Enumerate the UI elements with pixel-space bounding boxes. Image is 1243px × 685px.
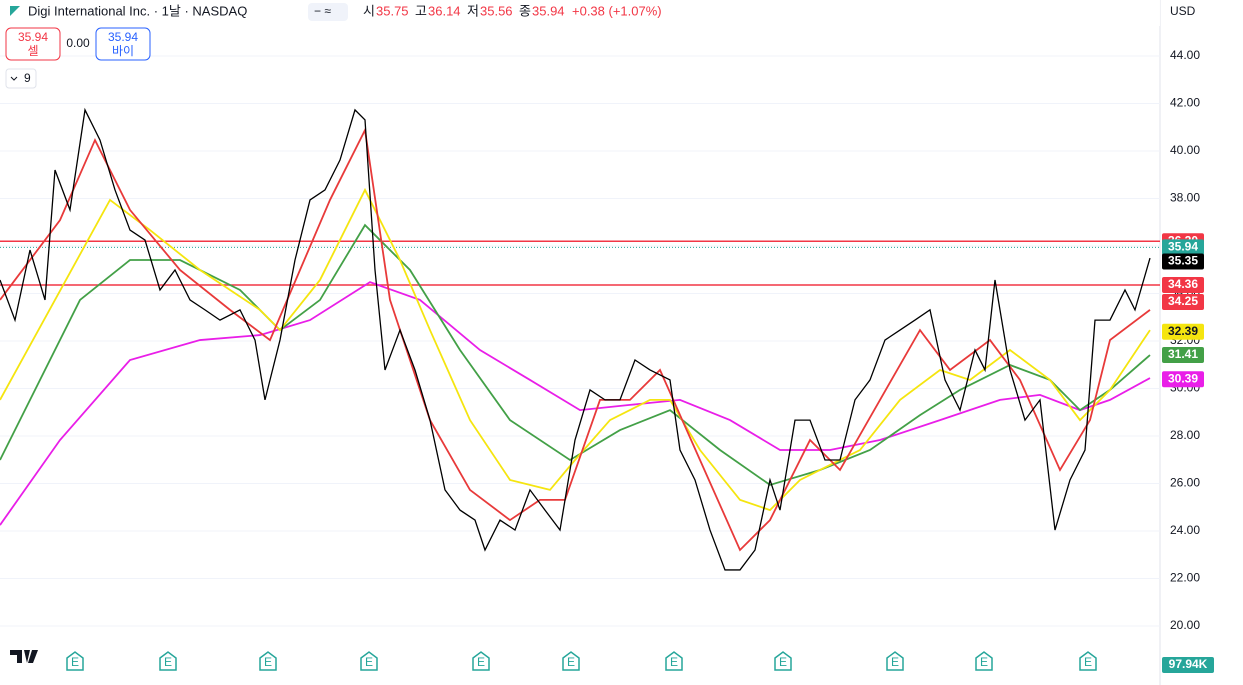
change: +0.38 (+1.07%) (572, 3, 662, 18)
earnings-label: E (164, 655, 172, 669)
price-label: 31.41 (1168, 347, 1198, 361)
open-label: 시 (363, 3, 375, 18)
earnings-marker (562, 651, 580, 671)
earnings-marker (975, 651, 993, 671)
earnings-label: E (980, 655, 988, 669)
series-line (0, 107, 1151, 571)
price-label-bg (1162, 293, 1204, 310)
price-label: 34.36 (1168, 277, 1198, 291)
earnings-marker (259, 651, 277, 671)
earnings-marker (66, 651, 84, 671)
currency: USD (1170, 4, 1196, 18)
earnings-marker (665, 651, 683, 671)
low-label: 저 (467, 3, 479, 18)
price-label: 35.35 (1168, 254, 1198, 268)
close: 35.94 (532, 3, 565, 18)
y-tick-label: 38.00 (1170, 191, 1200, 205)
y-tick-label: 22.00 (1170, 571, 1200, 585)
earnings-marker (774, 651, 792, 671)
price-label: 32.39 (1168, 324, 1198, 338)
earnings-label: E (264, 655, 272, 669)
y-tick-label: 44.00 (1170, 48, 1200, 62)
price-label: 34.25 (1168, 294, 1198, 308)
earnings-label: E (891, 655, 899, 669)
price-label-bg (1162, 276, 1204, 293)
open: 35.75 (376, 3, 409, 18)
price-label-bg (1162, 347, 1204, 364)
symbol-icon (10, 6, 20, 16)
earnings-marker (886, 651, 904, 671)
series-line (0, 187, 1151, 512)
series-line (0, 281, 1151, 526)
high: 36.14 (428, 3, 461, 18)
symbol: Digi International Inc. · 1날 · NASDAQ (28, 3, 247, 18)
price-label-bg (1162, 323, 1204, 340)
buy-btn[interactable] (95, 27, 151, 61)
high-label: 고 (415, 3, 427, 18)
header-bg (0, 0, 1160, 26)
y-tick-label: 42.00 (1170, 96, 1200, 110)
earnings-marker (159, 651, 177, 671)
series-line (0, 223, 1151, 486)
earnings-marker (360, 651, 378, 671)
price-label: 30.39 (1168, 371, 1198, 385)
price-label-bg (1162, 371, 1204, 388)
low: 35.56 (480, 3, 513, 18)
earnings-marker (1079, 651, 1097, 671)
earnings-label: E (670, 655, 678, 669)
indicator-count: 9 (24, 71, 31, 85)
buy-price: 35.94 (108, 30, 138, 44)
series-line (0, 127, 1151, 552)
price-label-bg (1162, 253, 1204, 270)
y-tick-label: 24.00 (1170, 523, 1200, 537)
sell-label: 셀 (27, 44, 38, 58)
y-tick-label: 20.00 (1170, 618, 1200, 632)
tv-logo (10, 650, 38, 663)
price-label: 35.94 (1168, 240, 1198, 254)
y-tick-label: 26.00 (1170, 476, 1200, 490)
chevron (10, 76, 18, 81)
earnings-label: E (71, 655, 79, 669)
sell-price: 35.94 (18, 30, 48, 44)
close-label: 종 (519, 3, 531, 18)
earnings-label: E (779, 655, 787, 669)
y-tick-label: 40.00 (1170, 143, 1200, 157)
earnings-marker (472, 651, 490, 671)
compare-btn[interactable] (308, 3, 348, 21)
earnings-label: E (365, 655, 373, 669)
price-label-bg (1162, 239, 1204, 256)
y-tick-label: 28.00 (1170, 428, 1200, 442)
volume-label: 97.94K (1169, 657, 1208, 671)
sell-btn[interactable] (5, 27, 61, 61)
earnings-label: E (477, 655, 485, 669)
compare-icon: − ≈ (314, 4, 331, 18)
earnings-label: E (1084, 655, 1092, 669)
volume-label-bg (1162, 657, 1214, 673)
earnings-label: E (567, 655, 575, 669)
buy-label: 바이 (112, 44, 134, 58)
indicator-toggle[interactable] (5, 68, 37, 89)
spread: 0.00 (66, 36, 90, 50)
